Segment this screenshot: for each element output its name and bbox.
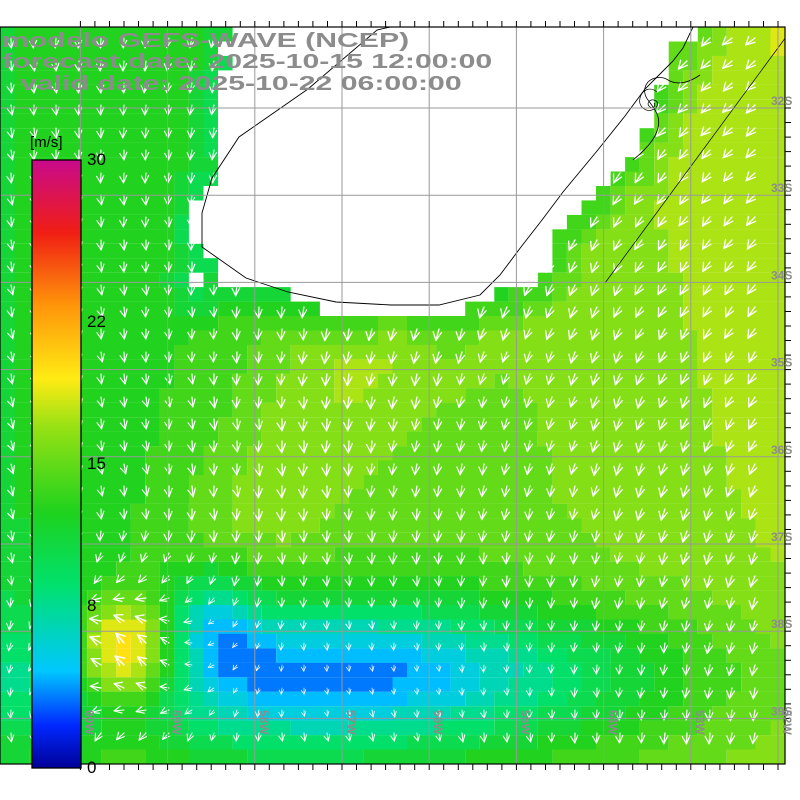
svg-text:58W: 58W xyxy=(257,710,271,735)
svg-text:[m/s]: [m/s] xyxy=(30,134,63,151)
svg-text:33S: 33S xyxy=(771,181,792,195)
svg-text:34S: 34S xyxy=(771,268,792,282)
svg-text:57W: 57W xyxy=(344,710,358,735)
svg-text:55W: 55W xyxy=(518,710,532,735)
svg-text:38S: 38S xyxy=(771,617,792,631)
svg-text:0: 0 xyxy=(87,758,96,777)
svg-text:54W: 54W xyxy=(606,710,620,735)
svg-text:8: 8 xyxy=(87,596,96,615)
svg-text:22: 22 xyxy=(87,312,106,331)
svg-text:35S: 35S xyxy=(771,356,792,370)
svg-text:56W: 56W xyxy=(431,710,445,735)
svg-text:15: 15 xyxy=(87,454,106,473)
svg-text:53W: 53W xyxy=(693,710,707,735)
svg-text:32S: 32S xyxy=(771,94,792,108)
svg-text:52W: 52W xyxy=(780,710,794,735)
svg-text:59W: 59W xyxy=(170,710,184,735)
svg-text:30: 30 xyxy=(87,150,106,169)
svg-text:60W: 60W xyxy=(82,710,96,735)
svg-text:37S: 37S xyxy=(771,530,792,544)
svg-text:36S: 36S xyxy=(771,443,792,457)
